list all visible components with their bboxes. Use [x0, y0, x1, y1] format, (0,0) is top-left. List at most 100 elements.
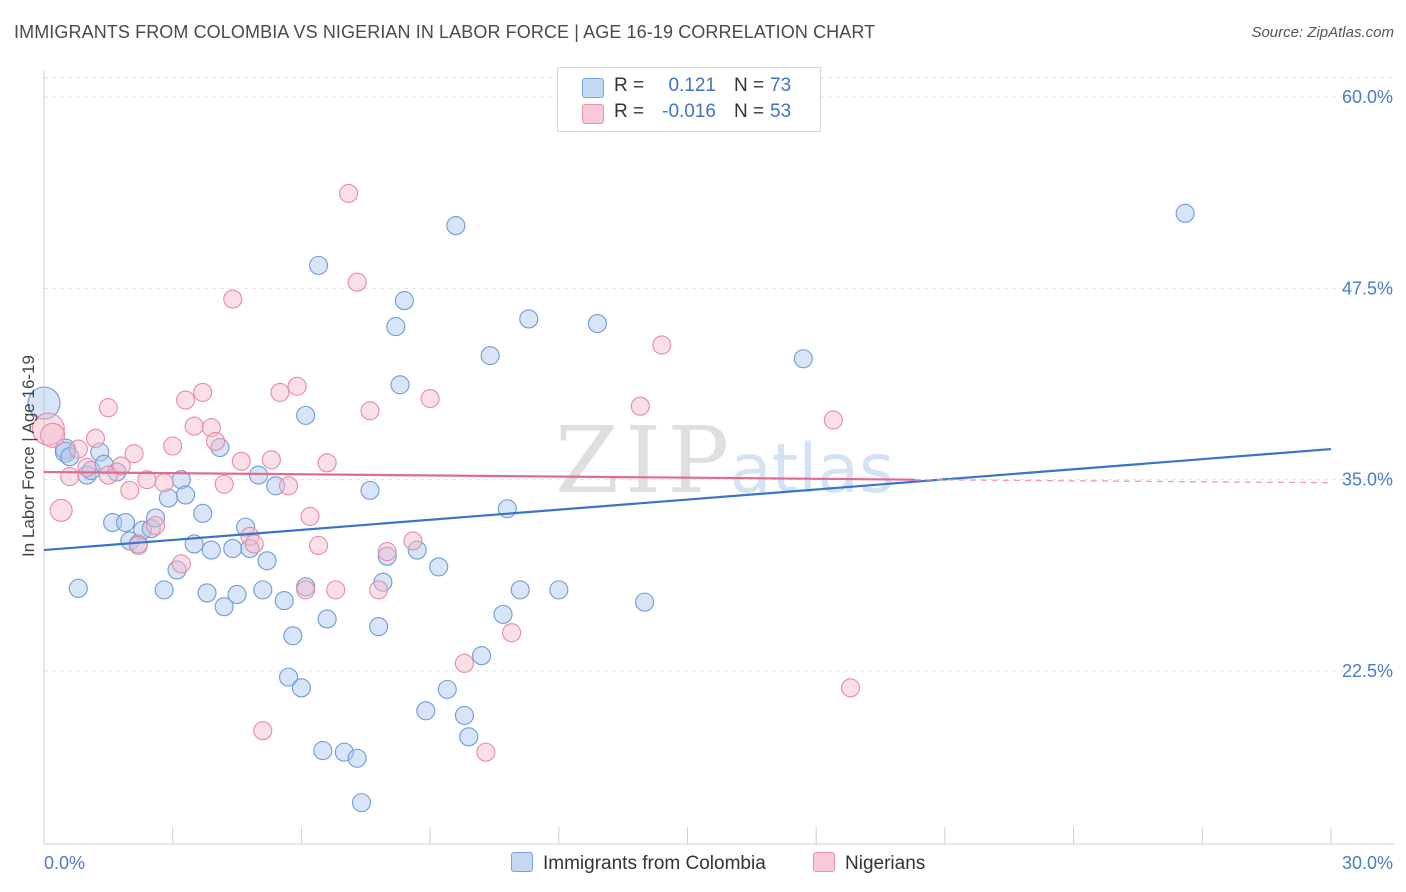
y-tick-label: 22.5% [1342, 661, 1393, 681]
nigerian-point [77, 457, 97, 477]
colombia-point [223, 538, 243, 559]
colombia-point [236, 517, 256, 537]
nigerian-point [176, 390, 196, 410]
bottom-legend-label-nigerians: Nigerians [845, 853, 926, 874]
colombia-point [197, 583, 217, 603]
colombia-point [309, 255, 329, 275]
nigerian-point [360, 401, 380, 421]
y-tick-label: 60.0% [1342, 87, 1393, 107]
watermark-zip: ZIP [555, 407, 735, 514]
nigerian-point [296, 580, 316, 600]
nigerian-point [231, 451, 251, 471]
nigerian-point [111, 456, 131, 476]
nigerian-point [124, 444, 144, 464]
colombia-point [313, 741, 333, 761]
colombia-point [369, 617, 389, 637]
bottom-legend-swatch-nigerians [813, 852, 835, 872]
colombia-point [257, 551, 277, 571]
legend-swatch-nigerians [582, 104, 604, 124]
colombia-point [115, 512, 136, 533]
nigerian-point [502, 623, 522, 643]
colombia-point [587, 313, 607, 334]
bottom-legend-colombia: Immigrants from Colombia [511, 852, 766, 875]
stats-legend: R = 0.121 N = 73 R = -0.016 N = 53 [557, 67, 821, 132]
nigerian-point [377, 542, 397, 562]
nigerian-point [476, 742, 496, 762]
colombia-point [394, 291, 414, 311]
nigerian-point [60, 467, 80, 487]
bottom-legend-nigerians: Nigerians [813, 852, 925, 875]
nigerian-point [40, 422, 66, 448]
series-colombia-points [27, 203, 1195, 813]
colombia-point [68, 578, 88, 598]
colombia-point [386, 317, 406, 337]
nigerian-point [223, 289, 243, 309]
legend-n-value: 53 [770, 101, 792, 122]
nigerian-point [369, 580, 389, 600]
colombia-point [176, 485, 196, 505]
colombia-point [360, 480, 380, 500]
nigerian-point [454, 653, 474, 673]
colombia-point [407, 540, 427, 560]
nigerian-point [206, 431, 226, 451]
colombia-point [429, 557, 449, 577]
colombia-point [214, 597, 234, 617]
nigerian-point [253, 721, 273, 741]
colombia-point [27, 386, 61, 420]
nigerian-point [420, 388, 440, 409]
legend-swatch-colombia [582, 78, 604, 98]
legend-r-label: R = [614, 101, 645, 122]
nigerian-point [214, 474, 234, 494]
legend-n-label: N = [734, 75, 765, 96]
nigerian-point [171, 554, 191, 574]
colombia-point [291, 678, 311, 698]
nigerian-point [403, 531, 423, 551]
nigerian-point [154, 473, 174, 493]
colombia-point [446, 216, 466, 236]
colombia-point [437, 679, 457, 699]
trend-lines [43, 447, 1332, 552]
colombia-point [416, 701, 436, 721]
nigerian-point [68, 439, 88, 459]
nigerian-point [840, 678, 861, 698]
source-label: Source: ZipAtlas.com [1251, 24, 1394, 41]
y-tick-labels: 22.5% 35.0% 47.5% 60.0% [1342, 87, 1393, 681]
bottom-legend-label-colombia: Immigrants from Colombia [543, 853, 766, 874]
nigerian-point [630, 396, 650, 416]
watermark: ZIP atlas [555, 407, 894, 514]
colombia-point [480, 346, 500, 366]
nigerian-point [49, 498, 73, 522]
nigerian-point [120, 480, 140, 500]
colombia-point [519, 309, 539, 329]
trend-line-nigerians-extension [914, 479, 1332, 484]
nigerian-point [287, 376, 307, 396]
colombia-point [549, 580, 569, 600]
colombia-point [377, 546, 397, 566]
nigerian-point [823, 410, 843, 430]
y-axis-label: In Labor Force | Age 16-19 [19, 355, 38, 557]
colombia-point [201, 540, 221, 560]
nigerian-point [300, 506, 320, 526]
colombia-point [193, 503, 213, 523]
colombia-point [793, 349, 813, 369]
nigerian-point [145, 516, 166, 536]
colombia-point [278, 667, 299, 687]
x-tick-label-min: 0.0% [44, 853, 85, 873]
nigerian-point [261, 450, 281, 470]
nigerian-point [184, 416, 204, 436]
colombia-point [145, 508, 166, 528]
colombia-point [227, 584, 247, 605]
nigerian-point [309, 535, 329, 556]
colombia-point [1175, 203, 1195, 223]
colombia-point [510, 580, 530, 600]
colombia-point [274, 591, 294, 611]
nigerian-point [98, 465, 118, 485]
nigerian-point [128, 535, 148, 556]
nigerian-point [326, 580, 346, 600]
colombia-point [283, 626, 303, 646]
legend-r-label: R = [614, 75, 645, 96]
grid-lines [44, 77, 1394, 672]
nigerian-point [244, 534, 264, 554]
colombia-point [472, 646, 492, 666]
